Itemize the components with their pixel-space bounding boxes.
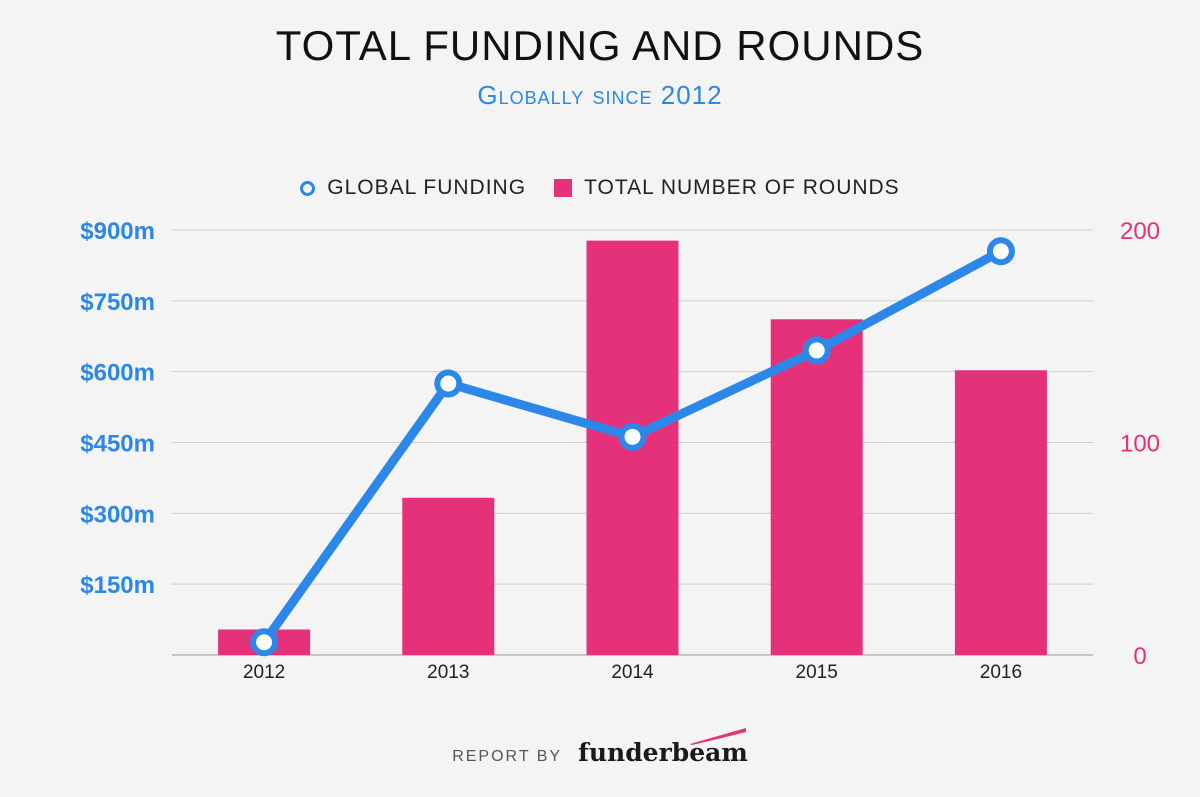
point-2015 xyxy=(802,336,831,365)
x-tick-label-2015: 2015 xyxy=(796,662,838,683)
left-tick-label-4: $750m xyxy=(80,289,155,316)
bar-2015 xyxy=(770,319,863,655)
x-tick-label-2014: 2014 xyxy=(611,662,654,683)
legend-item-rounds: TOTAL NUMBER OF ROUNDS xyxy=(554,176,900,200)
legend-circle-icon xyxy=(300,180,316,196)
bar-series-rounds xyxy=(218,240,1047,655)
brand-swoosh-icon xyxy=(689,728,746,745)
point-2013 xyxy=(434,369,463,398)
line-series-funding xyxy=(250,237,1015,657)
legend-funding-label: GLOBAL FUNDING xyxy=(327,176,527,199)
bar-2013 xyxy=(402,497,495,655)
left-tick-label-5: $900m xyxy=(80,218,155,245)
brand-logo: funderbeam xyxy=(578,728,748,767)
chart-title: TOTAL FUNDING AND ROUNDS xyxy=(275,22,925,69)
point-2012 xyxy=(250,628,279,657)
point-2016 xyxy=(986,237,1015,266)
right-tick-label-1: 100 xyxy=(1120,431,1160,458)
left-tick-label-0: $150m xyxy=(80,572,155,599)
legend-item-funding: GLOBAL FUNDING xyxy=(300,176,526,200)
left-axis: $150m $300m $450m $600m $750m $900m xyxy=(80,218,155,599)
x-tick-label-2012: 2012 xyxy=(243,662,285,683)
left-tick-label-1: $300m xyxy=(80,501,155,528)
left-tick-label-3: $600m xyxy=(80,360,155,387)
chart-legend: GLOBAL FUNDING TOTAL NUMBER OF ROUNDS xyxy=(0,176,1200,200)
point-2014 xyxy=(618,422,647,451)
x-axis: 2012 2013 2014 2015 2016 xyxy=(243,662,1022,683)
x-tick-label-2016: 2016 xyxy=(980,662,1022,683)
chart-subtitle: Globally since 2012 xyxy=(477,80,723,110)
brand-name: funderbeam xyxy=(578,738,748,767)
legend-rounds-label: TOTAL NUMBER OF ROUNDS xyxy=(584,176,900,199)
bar-2016 xyxy=(954,370,1047,655)
left-tick-label-2: $450m xyxy=(80,431,155,458)
right-tick-label-0: 0 xyxy=(1133,643,1146,670)
x-tick-label-2013: 2013 xyxy=(427,662,469,683)
right-tick-label-2: 200 xyxy=(1120,218,1160,245)
right-axis: 0 100 200 xyxy=(1120,218,1160,670)
legend-square-icon xyxy=(554,179,573,197)
footer: REPORT BY funderbeam xyxy=(0,728,1200,767)
report-by-label: REPORT BY xyxy=(452,748,563,765)
